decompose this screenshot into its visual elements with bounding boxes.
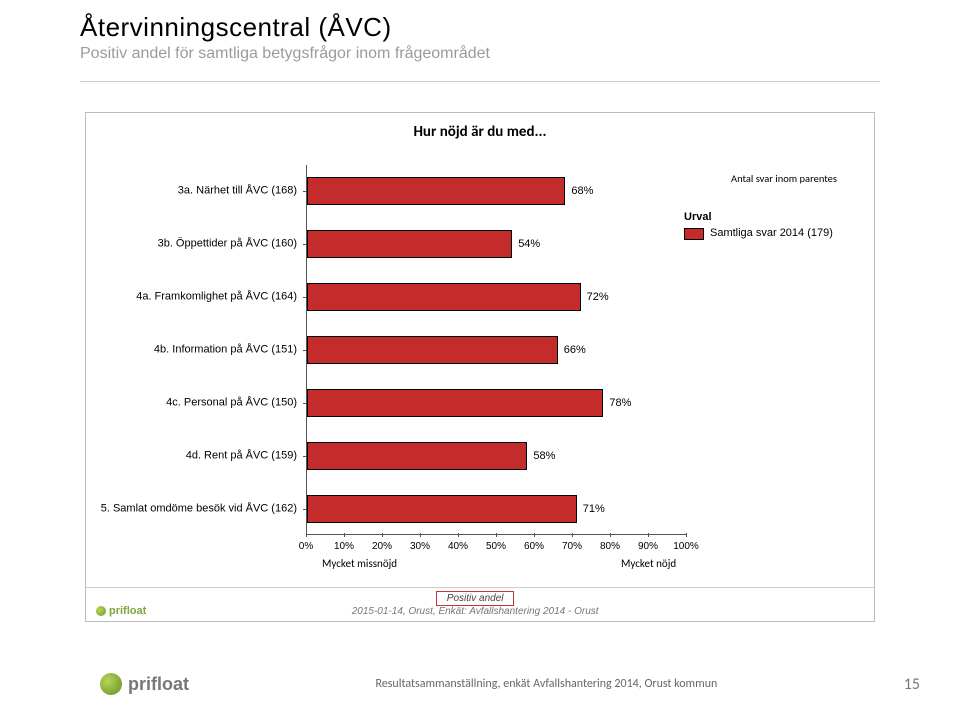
x-tick-label: 80% — [600, 541, 620, 552]
x-tick-mark — [572, 533, 573, 537]
x-tick-mark — [648, 533, 649, 537]
bar — [307, 336, 558, 364]
y-axis-label: 4a. Framkomlighet på ÅVC (164) — [97, 291, 307, 304]
legend-title: Urval — [684, 211, 854, 223]
chart-frame: Hur nöjd är du med... Antal svar inom pa… — [85, 112, 875, 622]
header-divider — [80, 81, 880, 82]
plot-area: 3a. Närhet till ÅVC (168)68% 3b. Öppettid… — [306, 165, 686, 535]
x-tick-label: 20% — [372, 541, 392, 552]
page-title: Återvinningscentral (ÅVC) — [80, 12, 880, 43]
y-tick — [303, 456, 307, 457]
y-axis-label: 4b. Information på ÅVC (151) — [97, 343, 307, 356]
y-tick — [303, 191, 307, 192]
x-tick-label: 60% — [524, 541, 544, 552]
y-axis-label: 3b. Öppettider på ÅVC (160) — [97, 238, 307, 251]
bar-row: 4d. Rent på ÅVC (159)58% — [307, 442, 686, 470]
axis-annotation-left: Mycket missnöjd — [322, 557, 397, 570]
bar — [307, 177, 565, 205]
x-tick-label: 0% — [299, 541, 313, 552]
y-tick — [303, 297, 307, 298]
x-tick-mark — [344, 533, 345, 537]
bar-value-label: 78% — [609, 397, 631, 409]
chart-meta-text: 2015-01-14, Orust, Enkät: Avfallshanteri… — [352, 606, 599, 617]
x-tick-mark — [534, 533, 535, 537]
y-tick — [303, 244, 307, 245]
page-number: 15 — [904, 675, 920, 694]
y-tick — [303, 509, 307, 510]
legend-swatch — [684, 228, 704, 240]
x-tick-mark — [610, 533, 611, 537]
x-tick-mark — [306, 533, 307, 537]
legend-note: Antal svar inom parentes — [714, 173, 854, 186]
bar — [307, 442, 527, 470]
x-tick-mark — [420, 533, 421, 537]
x-axis: 0%10%20%30%40%50%60%70%80%90%100% — [306, 537, 686, 557]
bar — [307, 495, 577, 523]
y-tick — [303, 350, 307, 351]
bar — [307, 389, 603, 417]
y-axis-label: 5. Samlat omdöme besök vid ÅVC (162) — [97, 502, 307, 515]
page-header: Återvinningscentral (ÅVC) Positiv andel … — [0, 0, 960, 86]
bar-row: 3a. Närhet till ÅVC (168)68% — [307, 177, 686, 205]
bar-value-label: 54% — [518, 238, 540, 250]
legend-label: Samtliga svar 2014 (179) — [710, 227, 833, 240]
chart-meta: Positiv andel 2015-01-14, Orust, Enkät: … — [156, 591, 794, 617]
bar-value-label: 71% — [583, 503, 605, 515]
chart-title: Hur nöjd är du med... — [86, 123, 874, 141]
y-axis-label: 4d. Rent på ÅVC (159) — [97, 449, 307, 462]
source-label: prifloat — [109, 605, 146, 617]
bar-row: 4b. Information på ÅVC (151)66% — [307, 336, 686, 364]
x-tick-mark — [458, 533, 459, 537]
bar-row: 4a. Framkomlighet på ÅVC (164)72% — [307, 283, 686, 311]
logo-dot-icon — [96, 606, 106, 616]
chart-body: Antal svar inom parentes Urval Samtliga … — [96, 147, 864, 567]
bar-row: 4c. Personal på ÅVC (150)78% — [307, 389, 686, 417]
brand-logo-icon — [100, 673, 122, 695]
footer-text: Resultatsammanställning, enkät Avfallsha… — [189, 677, 904, 691]
chart-inner-footer: prifloat Positiv andel 2015-01-14, Orust… — [86, 587, 874, 617]
brand-logo: prifloat — [100, 673, 189, 695]
source-logo-small: prifloat — [96, 605, 146, 617]
bar-value-label: 66% — [564, 344, 586, 356]
chart-legend: Urval Samtliga svar 2014 (179) — [684, 211, 854, 240]
x-tick-mark — [382, 533, 383, 537]
y-axis-label: 4c. Personal på ÅVC (150) — [97, 396, 307, 409]
y-axis-label: 3a. Närhet till ÅVC (168) — [97, 185, 307, 198]
x-tick-label: 90% — [638, 541, 658, 552]
x-tick-mark — [496, 533, 497, 537]
bar — [307, 230, 512, 258]
positive-box: Positiv andel — [436, 591, 515, 606]
page-footer: prifloat Resultatsammanställning, enkät … — [0, 673, 960, 695]
x-tick-label: 30% — [410, 541, 430, 552]
bar-value-label: 72% — [587, 291, 609, 303]
page-subtitle: Positiv andel för samtliga betygsfrågor … — [80, 45, 880, 63]
bar-row: 5. Samlat omdöme besök vid ÅVC (162)71% — [307, 495, 686, 523]
bar-value-label: 68% — [571, 185, 593, 197]
x-tick-label: 40% — [448, 541, 468, 552]
legend-item: Samtliga svar 2014 (179) — [684, 227, 854, 240]
x-tick-label: 70% — [562, 541, 582, 552]
bar-value-label: 58% — [533, 450, 555, 462]
x-tick-label: 100% — [673, 541, 699, 552]
x-tick-mark — [686, 533, 687, 537]
axis-annotation-right: Mycket nöjd — [621, 557, 676, 570]
bar-row: 3b. Öppettider på ÅVC (160)54% — [307, 230, 686, 258]
brand-logo-text: prifloat — [128, 674, 189, 695]
x-tick-label: 10% — [334, 541, 354, 552]
x-tick-label: 50% — [486, 541, 506, 552]
y-tick — [303, 403, 307, 404]
bar — [307, 283, 581, 311]
